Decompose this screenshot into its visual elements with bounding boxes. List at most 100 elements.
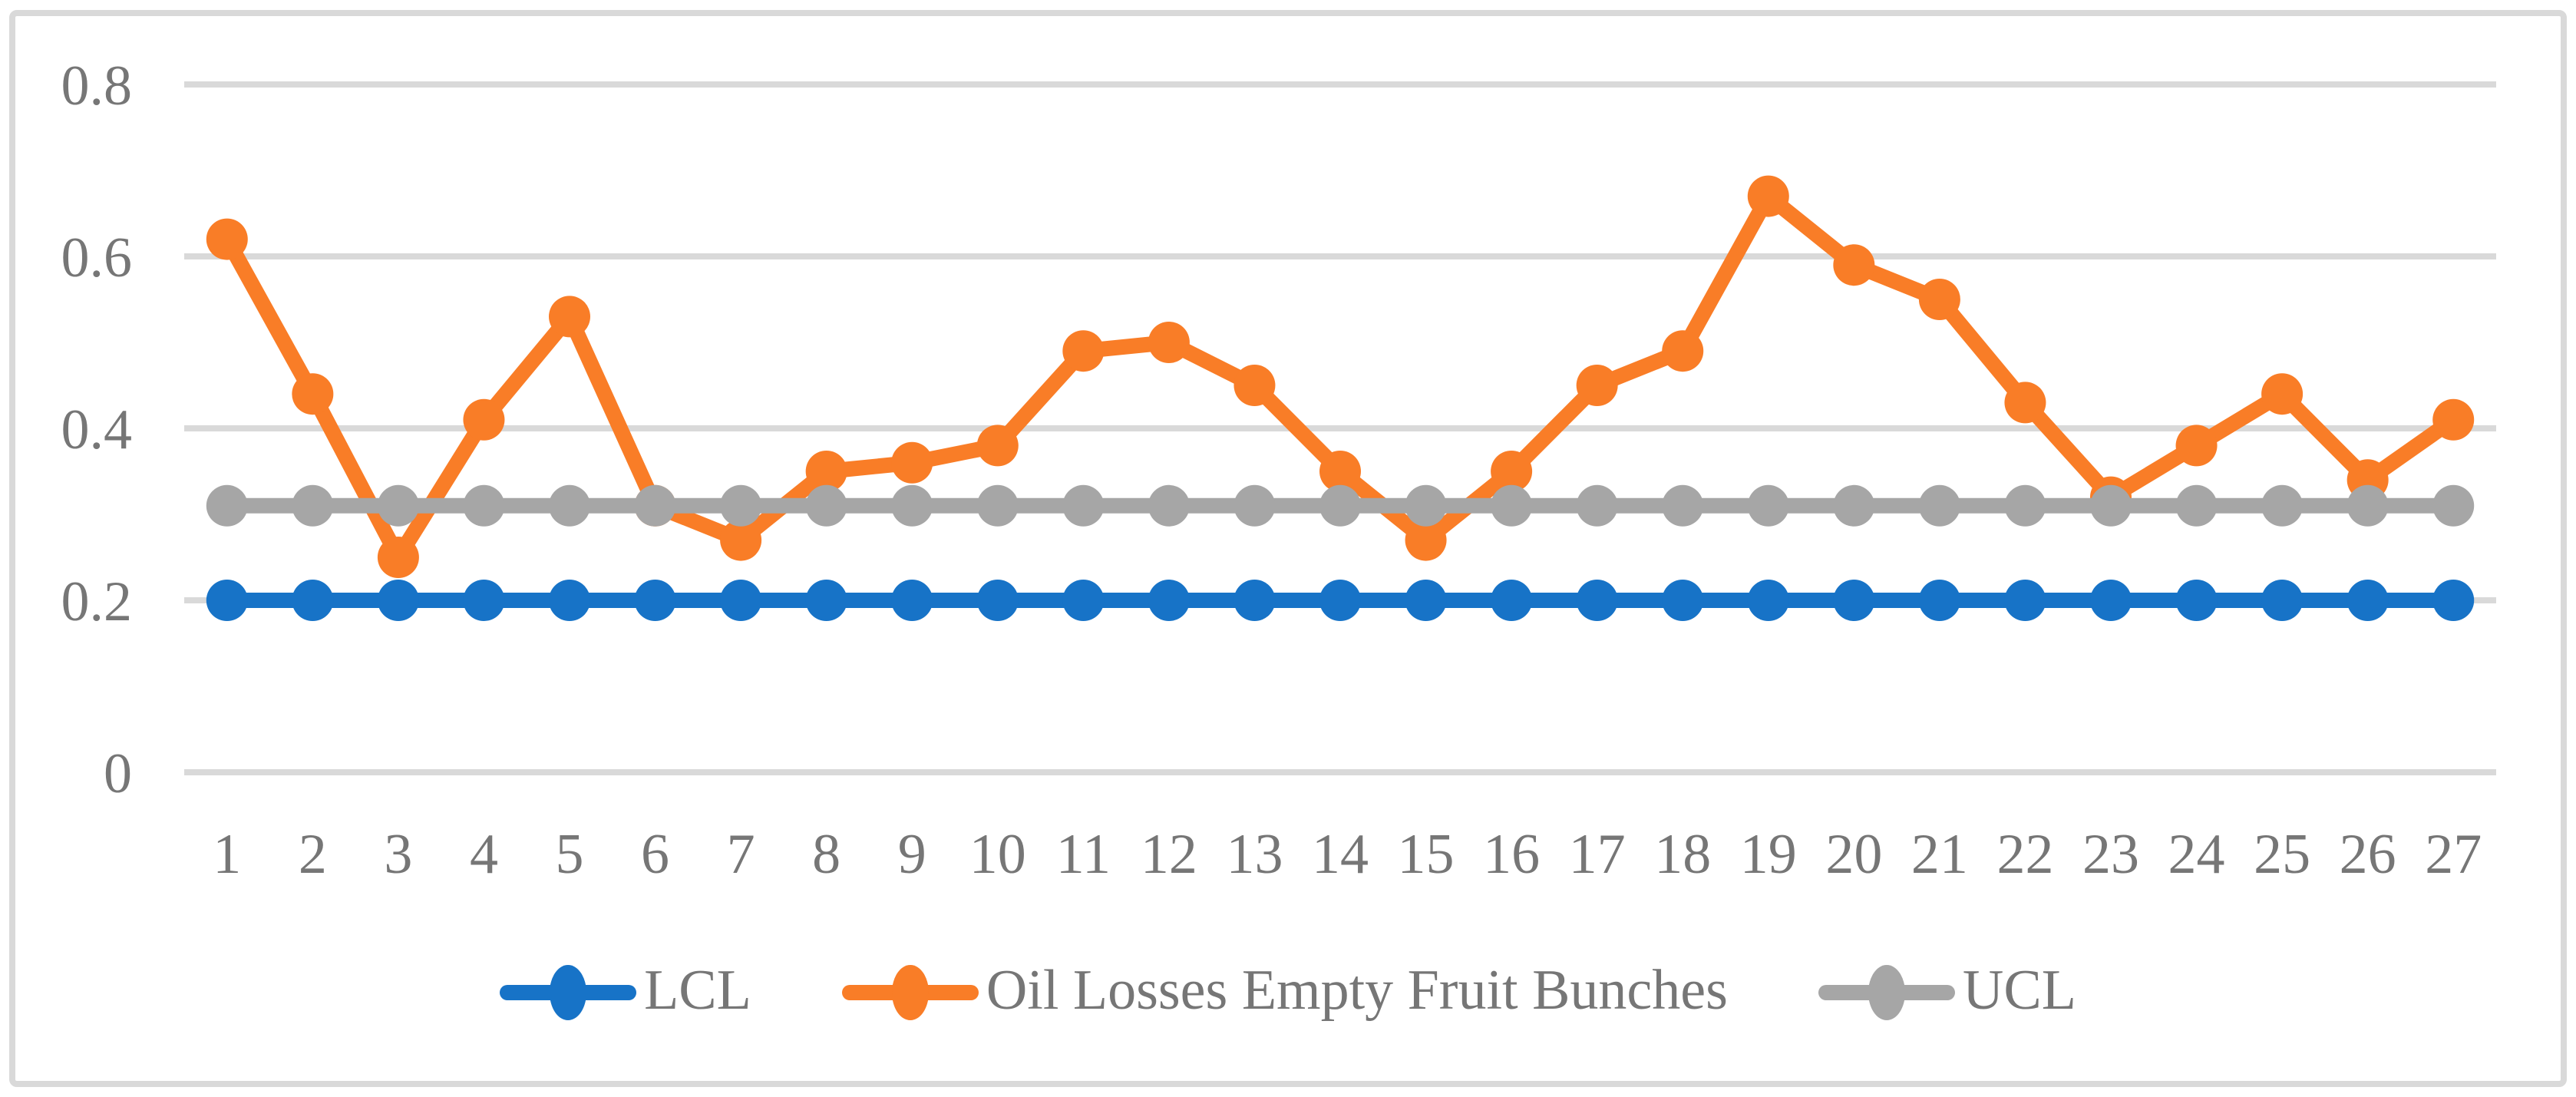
x-axis-tick-label: 18 [1654,823,1711,886]
lcl-data-point-marker [2004,580,2046,621]
x-axis-tick-label: 16 [1483,823,1540,886]
x-axis-tick-label: 23 [2082,823,2139,886]
lcl-data-point-marker [1062,580,1105,621]
lcl-data-point-marker [549,580,590,621]
series-lcl [206,580,2475,621]
oil-losses-empty-fruit-bunches-data-point-marker [1576,365,1618,406]
ucl-data-point-marker [1491,484,1533,527]
legend-label-oil-losses: Oil Losses Empty Fruit Bunches [986,959,1728,1022]
lcl-data-point-marker [976,580,1019,621]
lcl-data-point-marker [292,580,334,621]
lcl-data-point-marker [463,580,505,621]
legend-item-lcl: LCL [500,953,751,1033]
legend-label-lcl: LCL [644,959,751,1022]
lcl-data-point-marker [1319,580,1361,621]
legend-label-ucl: UCL [1962,959,2076,1022]
oil-losses-empty-fruit-bunches-data-point-marker [976,425,1019,467]
x-axis-tick-label: 4 [470,823,498,886]
ucl-data-point-marker [1833,484,1875,527]
x-axis-tick-label: 2 [299,823,327,886]
lcl-data-point-marker [1405,580,1447,621]
ucl-data-point-marker [2261,484,2304,527]
ucl-data-point-marker [1062,484,1105,527]
ucl-data-point-marker [2346,484,2389,527]
lcl-data-point-marker [1918,580,1960,621]
ucl-data-point-marker [805,484,847,527]
x-axis-tick-label: 6 [641,823,669,886]
lcl-data-point-marker [1576,580,1618,621]
lcl-data-point-marker [206,580,248,621]
x-axis-tick-label: 8 [812,823,841,886]
oil-losses-empty-fruit-bunches-data-point-marker [1405,519,1447,561]
y-axis-tick-label: 0 [104,742,132,805]
oil-losses-empty-fruit-bunches-data-point-marker [1062,330,1105,372]
oil-losses-empty-fruit-bunches-data-point-marker [1662,330,1704,372]
ucl-data-point-marker [2004,484,2046,527]
x-axis-tick-labels: 1 2 3 4 5 6 7 8 9 10 11 12 13 14 15 16 17 18 19 20 21 22 23 24 2… [213,823,2482,886]
chart-legend: LCL Oil Losses Empty Fruit Bunches UCL [0,950,2576,1035]
ucl-data-point-marker [1576,484,1618,527]
y-axis-tick-label: 0.8 [61,55,133,117]
x-axis-tick-label: 11 [1056,823,1111,886]
lcl-data-point-marker [2432,580,2475,621]
x-axis-tick-label: 10 [969,823,1026,886]
lcl-data-point-marker [2090,580,2132,621]
oil-losses-empty-fruit-bunches-data-point-marker [1491,451,1533,492]
oil-losses-empty-fruit-bunches-data-point-marker [720,519,762,561]
ucl-data-point-marker [891,484,933,527]
series-ucl [206,484,2475,527]
lcl-data-point-marker [2175,580,2218,621]
x-axis-tick-label: 24 [2168,823,2225,886]
lcl-data-point-marker [2346,580,2389,621]
x-axis-tick-label: 5 [556,823,584,886]
ucl-data-point-marker [634,484,676,527]
y-axis-tick-label: 0.4 [61,398,133,461]
oil-losses-empty-fruit-bunches-data-point-marker [1234,365,1276,406]
x-axis-tick-label: 14 [1312,823,1369,886]
x-axis-tick-label: 26 [2340,823,2396,886]
ucl-data-point-marker [377,484,419,527]
lcl-data-point-marker [805,580,847,621]
ucl-data-point-marker [1148,484,1190,527]
oil-losses-empty-fruit-bunches-data-point-marker [1918,279,1960,320]
series-oil-losses-empty-fruit-bunches [206,175,2475,578]
x-axis-tick-label: 25 [2254,823,2310,886]
x-axis-tick-label: 3 [384,823,412,886]
oil-losses-empty-fruit-bunches-data-point-marker [377,537,419,578]
ucl-data-point-marker [549,484,590,527]
ucl-data-point-marker [2432,484,2475,527]
lcl-data-point-marker [1491,580,1533,621]
ucl-data-point-marker [1747,484,1789,527]
ucl-data-point-marker [2090,484,2132,527]
x-axis-tick-label: 7 [727,823,755,886]
lcl-data-point-marker [891,580,933,621]
lcl-data-point-marker [2261,580,2304,621]
oil-losses-empty-fruit-bunches-data-point-marker [1148,322,1190,363]
ucl-data-point-marker [292,484,334,527]
x-axis-tick-label: 27 [2425,823,2482,886]
oil-losses-empty-fruit-bunches-data-point-marker [1833,244,1875,286]
x-axis-tick-label: 12 [1141,823,1197,886]
oil-losses-empty-fruit-bunches-data-point-marker [2432,398,2475,441]
x-axis-tick-label: 1 [213,823,241,886]
oil-losses-legend-marker-icon [841,953,979,1033]
oil-losses-empty-fruit-bunches-data-point-marker [463,398,505,441]
lcl-data-point-marker [1833,580,1875,621]
oil-losses-empty-fruit-bunches-data-point-marker [2261,373,2304,415]
ucl-data-point-marker [1319,484,1361,527]
series-group [206,175,2475,621]
lcl-data-point-marker [1662,580,1704,621]
ucl-data-point-marker [206,484,248,527]
ucl-data-point-marker [2175,484,2218,527]
oil-losses-empty-fruit-bunches-data-point-marker [549,296,590,338]
y-axis-tick-label: 0.2 [61,570,133,633]
x-axis-tick-label: 15 [1398,823,1455,886]
legend-item-ucl: UCL [1818,953,2076,1033]
lcl-data-point-marker [377,580,419,621]
x-axis-tick-label: 21 [1911,823,1968,886]
ucl-data-point-marker [1405,484,1447,527]
gridlines [184,81,2496,775]
oil-losses-empty-fruit-bunches-data-point-marker [1319,451,1361,492]
